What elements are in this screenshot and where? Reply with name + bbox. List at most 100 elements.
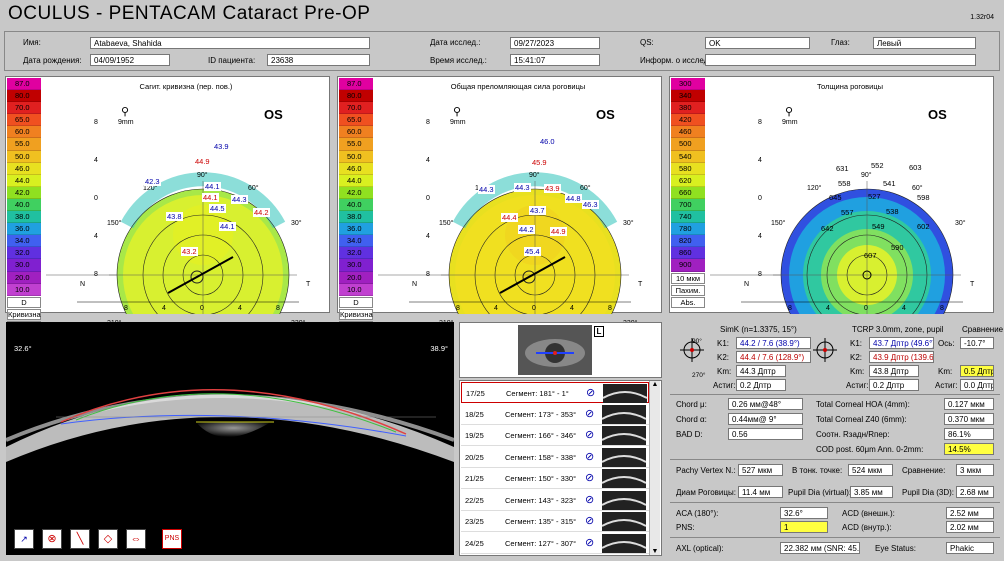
segment-direction-icon: ⊘	[586, 387, 596, 399]
segment-list[interactable]: 17/25 Сегмент: 181° - 1° ⊘ 18/25 Сегмент: 17…	[459, 380, 662, 556]
axis-30: 30°	[955, 220, 966, 227]
segment-direction-icon: ⊘	[585, 472, 595, 484]
scale-step: 44.0	[339, 174, 373, 187]
map-value: 541	[883, 179, 896, 188]
scale-type[interactable]: Кривизна	[339, 308, 373, 320]
pupil-virtual-label: Pupil Dia (virtual):	[788, 488, 852, 497]
segment-thumbnail	[601, 490, 647, 510]
line-tool-icon[interactable]: ╲	[70, 529, 90, 549]
axis-90: 90°	[529, 172, 540, 179]
y-tick: 4	[758, 233, 762, 240]
scheimpflug-image[interactable]: 32.6° 38.9° ↗ ⊗ ╲ ◇ ⇔ PNS	[5, 322, 455, 555]
info-label: Информ. о исслед:	[640, 56, 711, 65]
map-panel-3[interactable]: 300 340 380 420 460 500 540 580 620 660 700 740 780 8…	[669, 76, 994, 370]
scale-step: 38.0	[7, 211, 41, 224]
scroll-up-icon[interactable]: ▲	[651, 381, 659, 388]
scroll-down-icon[interactable]: ▼	[651, 548, 659, 555]
zoom-icon[interactable]: ⚲	[121, 106, 130, 118]
axis-field: -10.7°	[960, 337, 994, 349]
x-tick: 8	[276, 305, 280, 312]
x-tick: 0	[864, 305, 868, 312]
zoom-icon[interactable]: ⚲	[453, 106, 462, 118]
scale-unit[interactable]: D	[339, 296, 373, 308]
scale-step: 50.0	[7, 150, 41, 163]
scale-step: 700	[671, 198, 705, 212]
scale-unit[interactable]: D	[7, 296, 41, 308]
scale-step: 65.0	[7, 114, 41, 127]
y-tick: 4	[94, 233, 98, 240]
segment-row[interactable]: 24/25 Сегмент: 127° - 307° ⊘	[461, 533, 649, 554]
scale-step: 820	[671, 235, 705, 248]
erase-tool-icon[interactable]: ⊗	[42, 529, 62, 549]
caliper-tool-icon[interactable]: ⇔	[126, 529, 146, 549]
map-title: Общая преломляющая сила роговицы	[450, 82, 586, 91]
map-value: 538	[886, 207, 899, 216]
ratio-label: Соотн. Rзадн/Rпер:	[816, 430, 890, 439]
segment-row[interactable]: 19/25 Сегмент: 166° - 346° ⊘	[461, 425, 649, 446]
map-panel-1[interactable]: 87.0 80.0 70.0 65.0 60.0 55.0 50.0 46.0 44.0 42.0…	[5, 76, 330, 370]
ruler-tool-icon[interactable]: ↗	[14, 529, 34, 549]
segment-row[interactable]: 23/25 Сегмент: 135° - 315° ⊘	[461, 511, 649, 532]
segment-row[interactable]: 17/25 Сегмент: 181° - 1° ⊘	[461, 382, 649, 403]
y-tick: 8	[758, 271, 762, 278]
x-tick: 0	[200, 305, 204, 312]
x-tick: 8	[608, 305, 612, 312]
eye-field[interactable]: Левый	[873, 37, 976, 49]
exam-time-label: Время исслед.:	[430, 56, 487, 65]
dob-field[interactable]: 04/09/1952	[90, 54, 170, 66]
segment-index: 17/25	[466, 389, 485, 398]
qs-field[interactable]: OK	[705, 37, 810, 49]
segment-row[interactable]: 18/25 Сегмент: 173° - 353° ⊘	[461, 404, 649, 425]
compare-title: Сравнение	[962, 325, 1004, 334]
zoom-icon[interactable]: ⚲	[785, 106, 794, 118]
hoa-label: Total Corneal HOA (4mm):	[816, 400, 910, 409]
x-tick: 8	[788, 305, 792, 312]
km2-field: 0.5 Дптр	[960, 365, 994, 377]
y-tick: 8	[94, 119, 98, 126]
map-value: 44.3	[478, 185, 495, 194]
scale-mode[interactable]: Abs.	[671, 296, 705, 308]
scale-step: 46.0	[7, 162, 41, 175]
segment-row[interactable]: 22/25 Сегмент: 143° - 323° ⊘	[461, 490, 649, 511]
map-panel-2[interactable]: 87.0 80.0 70.0 65.0 60.0 55.0 50.0 46.0 44.0 42.0…	[337, 76, 662, 370]
scale-step: 460	[671, 126, 705, 139]
axis-60: 60°	[248, 185, 259, 192]
chord-a-label: Chord α:	[676, 415, 707, 424]
scale-step: 20.0	[339, 271, 373, 284]
bad-label: BAD D:	[676, 430, 703, 439]
pns-button[interactable]: PNS	[162, 529, 182, 549]
segment-scrollbar[interactable]: ▲ ▼	[649, 381, 660, 555]
name-field[interactable]: Atabaeva, Shahida	[90, 37, 370, 49]
astig-field: 0.2 Дптр	[736, 379, 786, 391]
chord-mu-label: Chord μ:	[676, 400, 707, 409]
patient-header: Имя: Atabaeva, Shahida Дата рождения: 04…	[4, 31, 1000, 71]
scale-step: 780	[671, 223, 705, 236]
scale-type[interactable]: Кривизна	[7, 308, 41, 320]
scale-type[interactable]: Пахим.	[671, 284, 705, 296]
exam-time-field[interactable]: 15:41:07	[510, 54, 600, 66]
segment-label: Сегмент: 166° - 346°	[505, 431, 577, 440]
exam-date-field[interactable]: 09/27/2023	[510, 37, 600, 49]
scale-step: 60.0	[339, 126, 373, 139]
map-value: 43.9	[213, 142, 230, 151]
scale-step: 87.0	[339, 78, 373, 91]
diam-label: Диам Роговицы:	[676, 488, 736, 497]
map-value: 557	[841, 208, 854, 217]
segment-row[interactable]: 21/25 Сегмент: 150° - 330° ⊘	[461, 468, 649, 489]
segment-thumbnail	[602, 384, 648, 403]
map-value: 631	[836, 164, 849, 173]
id-field[interactable]: 23638	[267, 54, 370, 66]
segment-row[interactable]: 20/25 Сегмент: 158° - 338° ⊘	[461, 447, 649, 468]
simk-axis-icon	[680, 338, 704, 362]
aca-label: ACA (180°):	[676, 509, 719, 518]
scale-unit[interactable]: 10 мкм	[671, 272, 705, 284]
x-tick: 8	[456, 305, 460, 312]
segment-label: Сегмент: 173° - 353°	[505, 409, 577, 419]
polygon-tool-icon[interactable]: ◇	[98, 529, 118, 549]
map-value: 558	[838, 179, 851, 188]
scale-step: 42.0	[7, 186, 41, 199]
chord-a-field: 0.44мм@ 9°	[728, 413, 803, 425]
acd-ext-field: 2.52 мм	[946, 507, 994, 519]
info-field[interactable]	[705, 54, 976, 66]
eye-thumbnail[interactable]	[518, 325, 592, 375]
